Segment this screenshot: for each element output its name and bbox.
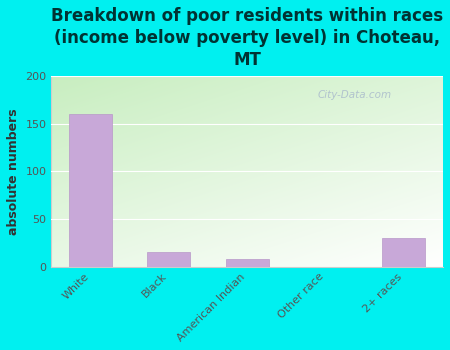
Y-axis label: absolute numbers: absolute numbers: [7, 108, 20, 235]
Bar: [226, 259, 269, 266]
Text: City-Data.com: City-Data.com: [318, 90, 392, 100]
Bar: [69, 114, 112, 266]
Bar: [148, 252, 190, 266]
Bar: [382, 238, 425, 266]
Title: Breakdown of poor residents within races
(income below poverty level) in Choteau: Breakdown of poor residents within races…: [51, 7, 443, 69]
